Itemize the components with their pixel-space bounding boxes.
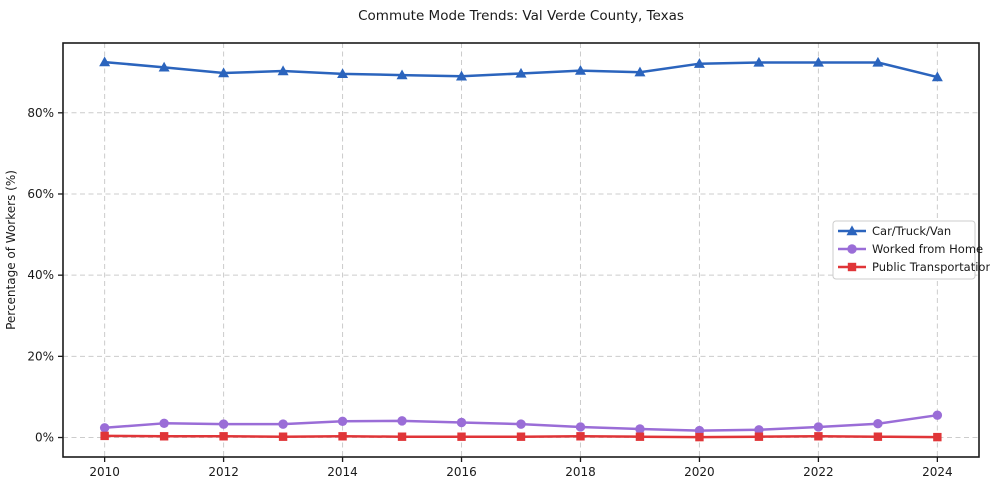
legend-marker-car-truck-van [846,225,858,236]
marker-worked-from-home [635,424,645,434]
legend-marker-worked-from-home [847,244,857,254]
marker-car-truck-van [396,69,408,80]
marker-worked-from-home [159,418,169,429]
marker-car-truck-van [931,71,943,82]
marker-worked-from-home [397,416,407,426]
marker-public-transportation [338,432,347,441]
marker-worked-from-home [575,422,586,432]
marker-worked-from-home [456,417,467,428]
marker-worked-from-home [278,419,288,429]
plot-area: 2010 2012 2014 2016 2018 2020 2022 2024 0% 20% 40%… [27,42,990,479]
y-tick-label: 40% [27,268,54,282]
marker-public-transportation [754,432,764,441]
legend-label-car-truck-van: Car/Truck/Van [872,224,951,238]
plot-border [62,42,980,458]
y-axis-label: Percentage of Workers (%) [4,170,18,330]
marker-public-transportation [100,431,109,441]
legend-marker-public-transportation [847,262,857,272]
y-tick-label: 60% [27,187,54,201]
marker-worked-from-home [754,425,764,435]
marker-public-transportation [576,432,585,441]
marker-public-transportation [635,432,645,441]
marker-public-transportation [159,432,169,441]
legend [832,220,976,280]
marker-public-transportation [814,432,823,441]
y-tick-label: 0% [35,431,54,445]
marker-public-transportation [278,432,288,441]
marker-public-transportation [873,432,883,441]
chart-title: Commute Mode Trends: Val Verde County, T… [358,8,684,24]
x-tick-label: 2016 [446,465,477,479]
y-tick-label: 20% [27,349,54,363]
marker-car-truck-van [872,56,884,67]
x-tick-label: 2014 [327,465,358,479]
marker-public-transportation [397,432,407,441]
marker-car-truck-van [218,67,230,78]
x-tick-label: 2010 [89,465,120,479]
marker-public-transportation [933,432,942,442]
marker-worked-from-home [932,410,943,420]
x-tick-label: 2024 [922,465,953,479]
marker-worked-from-home [337,416,348,426]
marker-car-truck-van [693,58,705,68]
marker-car-truck-van [812,56,824,67]
y-tick-label: 80% [27,106,54,120]
legend-label-public-transportation: Public Transportation [872,260,990,274]
marker-public-transportation [516,432,526,441]
marker-car-truck-van [99,56,111,67]
marker-worked-from-home [516,419,526,429]
marker-car-truck-van [337,68,349,79]
marker-car-truck-van [158,61,170,72]
marker-car-truck-van [634,66,646,77]
marker-car-truck-van [574,65,586,75]
marker-car-truck-van [515,67,527,78]
marker-worked-from-home [99,423,110,433]
marker-car-truck-van [753,56,765,67]
marker-car-truck-van [456,70,468,81]
legend-label-worked-from-home: Worked from Home [872,242,983,256]
marker-worked-from-home [873,419,883,429]
x-tick-label: 2022 [803,465,834,479]
x-tick-label: 2012 [208,465,239,479]
marker-public-transportation [457,432,466,441]
marker-car-truck-van [277,65,289,76]
marker-worked-from-home [218,419,229,429]
x-tick-label: 2020 [684,465,715,479]
marker-public-transportation [695,432,704,442]
marker-worked-from-home [813,422,824,432]
x-tick-label: 2018 [565,465,596,479]
marker-public-transportation [219,432,228,441]
